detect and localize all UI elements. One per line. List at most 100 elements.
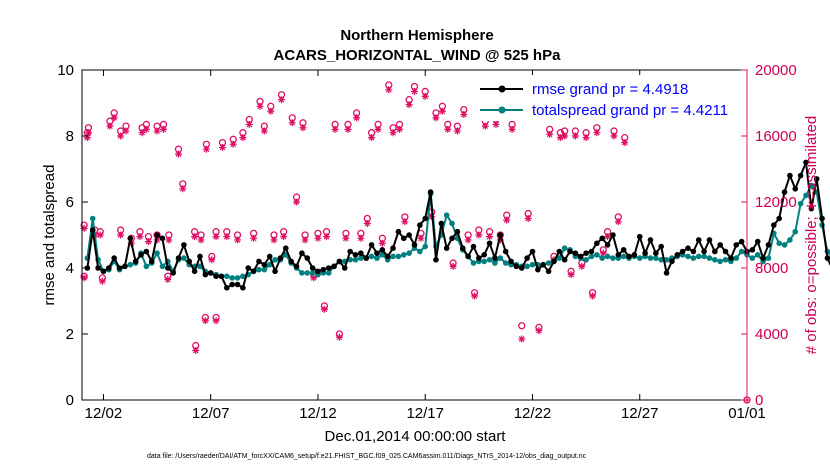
y-tick-label-right: 8000	[755, 260, 788, 277]
rmse-point	[717, 242, 723, 248]
spread-point	[159, 263, 166, 270]
rmse-point	[738, 238, 745, 245]
obs-count-layer	[80, 81, 751, 404]
spread-point	[417, 248, 423, 255]
obs-assimilated-marker	[165, 236, 173, 244]
y-tick-label-right: 12000	[755, 194, 797, 211]
rmse-point	[497, 232, 504, 238]
rmse-point	[266, 253, 273, 260]
rmse-point	[690, 248, 697, 255]
spread-point	[803, 192, 809, 199]
obs-assimilated-marker	[250, 234, 258, 242]
rmse-point	[336, 258, 343, 265]
obs-assimilated-marker	[106, 122, 114, 130]
spread-point	[545, 260, 552, 266]
rmse-point	[615, 252, 622, 258]
rmse-point	[669, 258, 675, 265]
obs-assimilated-marker	[331, 125, 339, 133]
rmse-point	[106, 265, 112, 271]
rmse-point	[331, 263, 337, 270]
rmse-point	[647, 237, 654, 243]
spread-point	[792, 228, 799, 235]
spread-point	[658, 256, 664, 263]
spread-point	[583, 256, 589, 263]
rmse-point	[277, 255, 284, 261]
spread-point	[325, 270, 332, 276]
y-axis-right-ticks: 0 4000 8000 12000 16000 20000	[741, 62, 797, 409]
y-tick-label-left: 4	[66, 260, 74, 277]
rmse-point	[272, 268, 278, 275]
legend-spread-label: totalspread grand pr = 4.4211	[532, 102, 728, 119]
obs-assimilated-marker	[280, 233, 288, 241]
rmse-point	[304, 255, 311, 261]
rmse-point	[443, 245, 450, 251]
obs-assimilated-marker	[571, 132, 579, 140]
rmse-point	[116, 265, 123, 271]
obs-assimilated-marker	[179, 185, 187, 193]
obs-assimilated-marker	[503, 216, 511, 224]
spread-point	[797, 200, 804, 207]
rmse-point	[722, 248, 729, 255]
rmse-point	[803, 159, 809, 166]
obs-assimilated-marker	[438, 107, 446, 115]
y-tick-label-left: 2	[66, 326, 74, 343]
rmse-point	[620, 247, 627, 253]
rmse-point	[315, 268, 321, 275]
rmse-point	[411, 242, 418, 248]
spread-point	[374, 255, 380, 261]
rmse-point	[223, 285, 230, 291]
spread-point	[754, 252, 761, 258]
rmse-point	[626, 253, 632, 260]
obs-assimilated-marker	[288, 119, 296, 127]
spread-point	[481, 258, 488, 265]
rmse-point	[191, 268, 198, 275]
obs-assimilated-marker	[453, 127, 461, 135]
obs-assimilated-marker	[395, 125, 403, 133]
spread-point	[256, 266, 262, 273]
obs-assimilated-marker	[578, 262, 586, 270]
spread-point	[776, 240, 782, 247]
obs-assimilated-marker	[363, 219, 371, 227]
rmse-point	[245, 265, 252, 271]
spread-point	[395, 253, 402, 260]
spread-point	[309, 270, 316, 276]
obs-assimilated-marker	[320, 305, 328, 313]
obs-assimilated-marker	[270, 236, 278, 244]
x-tick-label: 12/27	[621, 405, 659, 422]
obs-assimilated-marker	[122, 127, 130, 135]
rmse-point	[197, 253, 203, 260]
y-tick-label-left: 0	[66, 392, 74, 409]
rmse-point	[111, 255, 117, 261]
spread-point	[599, 255, 606, 261]
rmse-point	[636, 233, 643, 240]
y-axis-left-ticks: 0 2 4 6 8 10	[57, 62, 88, 409]
rmse-point	[588, 248, 595, 255]
y-tick-label-right: 0	[755, 392, 763, 409]
spread-point	[749, 255, 756, 261]
x-axis-ticks: 12/02 12/07 12/12 12/17 12/22 12/27 01/01	[85, 70, 766, 422]
obs-assimilated-marker	[201, 317, 209, 325]
rmse-point	[299, 250, 305, 256]
obs-assimilated-marker	[567, 271, 575, 279]
obs-assimilated-marker	[260, 127, 268, 135]
spread-point	[781, 242, 788, 248]
rmse-point	[577, 253, 584, 260]
rmse-point	[695, 237, 702, 243]
obs-assimilated-marker	[357, 234, 365, 242]
rmse-spread-layer	[84, 159, 830, 291]
spread-point	[690, 255, 697, 261]
obs-assimilated-marker	[368, 134, 376, 142]
rmse-point	[685, 245, 691, 251]
rmse-point	[438, 220, 445, 227]
rmse-point	[374, 250, 380, 256]
rmse-point	[181, 242, 187, 248]
rmse-point	[143, 248, 150, 255]
obs-assimilated-marker	[234, 236, 242, 244]
rmse-point	[347, 248, 353, 255]
rmse-point	[138, 252, 144, 258]
spread-point	[647, 255, 654, 261]
obs-assimilated-marker	[256, 102, 264, 110]
spread-point	[712, 256, 718, 263]
obs-assimilated-marker	[175, 150, 183, 158]
